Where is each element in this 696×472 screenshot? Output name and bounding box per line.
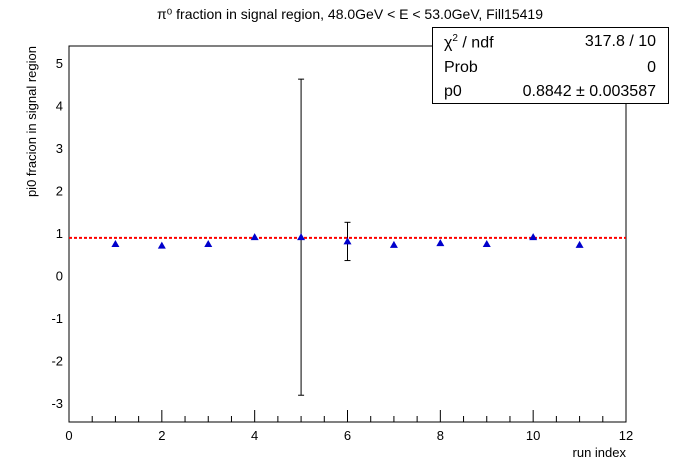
y-axis: -3 -2 -1 0 1 2 3 4 5 [51,56,63,411]
data-point [575,240,584,248]
y-tick-label: -2 [51,353,63,368]
y-tick-label: -3 [51,396,63,411]
stats-key: p0 [444,83,462,100]
x-tick-label: 8 [437,428,444,443]
y-tick-label: 2 [56,183,63,198]
stats-row-chi2: χ2 / ndf 317.8 / 10 [433,30,668,54]
x-tick-label: 2 [158,428,165,443]
fit-stats-box: χ2 / ndf 317.8 / 10 Prob 0 p0 0.8842 ± 0… [432,27,669,104]
data-point [436,239,445,247]
data-point [111,239,120,247]
data-point [389,240,398,248]
x-tick-label: 4 [251,428,258,443]
data-point [297,233,306,241]
y-axis-label: pi0 fracion in signal region [24,46,39,197]
x-tick-label: 10 [526,428,540,443]
stats-value: 317.8 / 10 [584,33,656,50]
data-point [529,233,538,241]
stats-value: 0 [647,59,656,76]
stats-row-p0: p0 0.8842 ± 0.003587 [433,80,668,104]
data-point [482,239,491,247]
y-tick-label: 4 [56,98,63,113]
x-axis-label: run index [573,445,627,460]
data-points [111,233,584,249]
x-tick-label: 0 [65,428,72,443]
stats-value: 0.8842 ± 0.003587 [522,83,656,100]
data-point [343,237,352,245]
y-tick-label: 5 [56,56,63,71]
y-tick-label: 1 [56,226,63,241]
data-point [204,239,213,247]
x-tick-label: 12 [619,428,633,443]
x-tick-label: 6 [344,428,351,443]
chart-title: π⁰ fraction in signal region, 48.0GeV < … [157,6,543,22]
y-tick-label: 0 [56,268,63,283]
stats-key: χ2 / ndf [444,33,494,52]
stats-key: Prob [444,59,478,76]
y-tick-label: -1 [51,311,63,326]
y-tick-label: 3 [56,141,63,156]
stats-row-prob: Prob 0 [433,56,668,80]
data-point [157,241,166,249]
data-point [250,233,259,241]
x-axis: 0 2 4 6 8 10 12 [65,410,633,443]
